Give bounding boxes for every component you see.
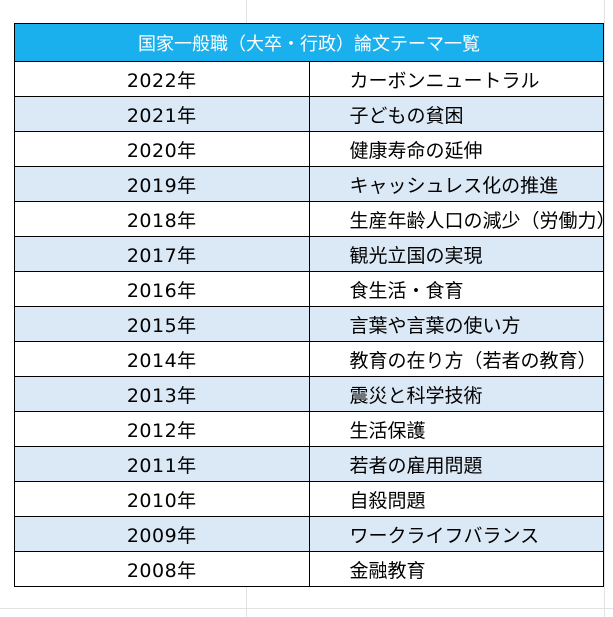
gridline	[0, 608, 613, 609]
theme-cell[interactable]: 自殺問題	[308, 481, 604, 517]
year-cell[interactable]: 2011年	[14, 446, 310, 482]
theme-cell[interactable]: キャッシュレス化の推進	[308, 166, 604, 202]
gridline	[604, 0, 605, 617]
year-cell[interactable]: 2012年	[14, 411, 310, 447]
table-row: 2019年 キャッシュレス化の推進	[14, 166, 604, 202]
year-cell[interactable]: 2018年	[14, 201, 310, 237]
table-row: 2022年 カーボンニュートラル	[14, 61, 604, 97]
theme-cell[interactable]: 子どもの貧困	[308, 96, 604, 132]
theme-cell[interactable]: 観光立国の実現	[308, 236, 604, 272]
theme-cell[interactable]: 若者の雇用問題	[308, 446, 604, 482]
theme-cell[interactable]: カーボンニュートラル	[308, 61, 604, 97]
table-row: 2012年 生活保護	[14, 411, 604, 447]
year-cell[interactable]: 2016年	[14, 271, 310, 307]
table-row: 2008年 金融教育	[14, 551, 604, 587]
table-row: 2015年 言葉や言葉の使い方	[14, 306, 604, 342]
table-row: 2013年 震災と科学技術	[14, 376, 604, 412]
essay-themes-table: 国家一般職（大卒・行政）論文テーマ一覧 2022年 カーボンニュートラル 2021年…	[14, 23, 604, 587]
table-row: 2018年 生産年齢人口の減少（労働力）	[14, 201, 604, 237]
table-row: 2014年 教育の在り方（若者の教育）	[14, 341, 604, 377]
year-cell[interactable]: 2014年	[14, 341, 310, 377]
table-row: 2016年 食生活・食育	[14, 271, 604, 307]
year-cell[interactable]: 2013年	[14, 376, 310, 412]
table-header-row: 国家一般職（大卒・行政）論文テーマ一覧	[14, 23, 604, 62]
year-cell[interactable]: 2015年	[14, 306, 310, 342]
table-row: 2021年 子どもの貧困	[14, 96, 604, 132]
year-cell[interactable]: 2020年	[14, 131, 310, 167]
table-title[interactable]: 国家一般職（大卒・行政）論文テーマ一覧	[14, 23, 604, 62]
theme-cell[interactable]: ワークライフバランス	[308, 516, 604, 552]
table-row: 2017年 観光立国の実現	[14, 236, 604, 272]
table-row: 2009年 ワークライフバランス	[14, 516, 604, 552]
theme-cell[interactable]: 食生活・食育	[308, 271, 604, 307]
table-row: 2020年 健康寿命の延伸	[14, 131, 604, 167]
year-cell[interactable]: 2019年	[14, 166, 310, 202]
theme-cell[interactable]: 生産年齢人口の減少（労働力）	[308, 201, 604, 237]
year-cell[interactable]: 2017年	[14, 236, 310, 272]
table-body: 2022年 カーボンニュートラル 2021年 子どもの貧困 2020年 健康寿命の延伸 20…	[14, 61, 604, 587]
year-cell[interactable]: 2010年	[14, 481, 310, 517]
year-cell[interactable]: 2022年	[14, 61, 310, 97]
year-cell[interactable]: 2021年	[14, 96, 310, 132]
year-cell[interactable]: 2008年	[14, 551, 310, 587]
theme-cell[interactable]: 健康寿命の延伸	[308, 131, 604, 167]
table-row: 2011年 若者の雇用問題	[14, 446, 604, 482]
theme-cell[interactable]: 金融教育	[308, 551, 604, 587]
theme-cell[interactable]: 言葉や言葉の使い方	[308, 306, 604, 342]
theme-cell[interactable]: 震災と科学技術	[308, 376, 604, 412]
table-row: 2010年 自殺問題	[14, 481, 604, 517]
theme-cell[interactable]: 教育の在り方（若者の教育）	[308, 341, 604, 377]
year-cell[interactable]: 2009年	[14, 516, 310, 552]
theme-cell[interactable]: 生活保護	[308, 411, 604, 447]
